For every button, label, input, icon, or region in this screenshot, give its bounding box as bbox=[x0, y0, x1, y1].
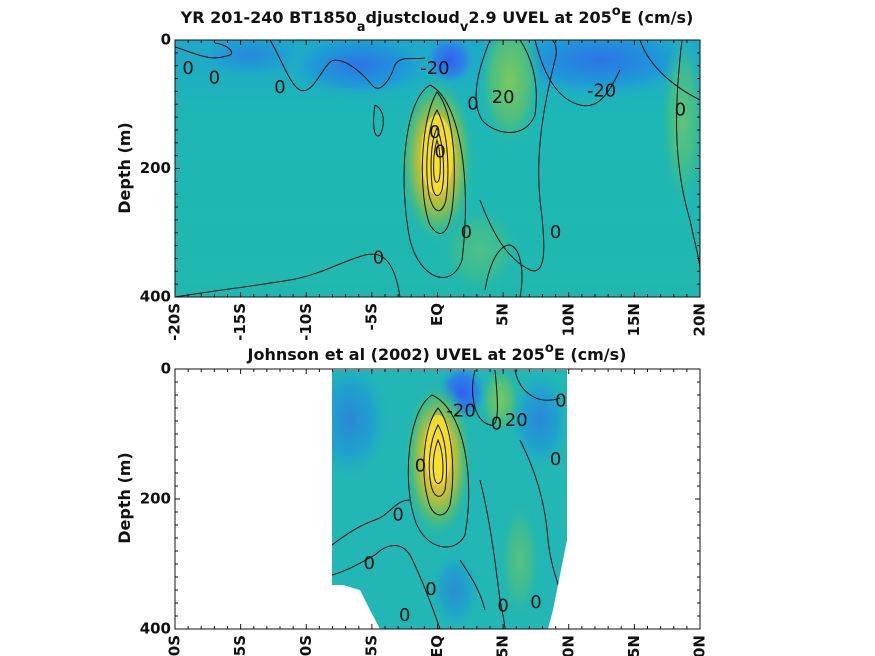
panel-2-x-axis: -20S -15S -10S -5S EQ 5N 10N 15N 20N bbox=[166, 369, 709, 656]
x-tick-label: 20N bbox=[691, 303, 709, 336]
contour-label: 20 bbox=[492, 87, 515, 108]
panel-1-ylabel: Depth (m) bbox=[115, 122, 134, 214]
contour-label: 0 bbox=[491, 413, 502, 434]
panel-2-title: Johnson et al (2002) UVEL at 205oE (cm/s… bbox=[247, 341, 627, 364]
contour-label: 0 bbox=[373, 247, 384, 268]
panel-1-title: YR 201-240 BT1850adjustcloudv2.9 UVEL at… bbox=[180, 4, 694, 35]
x-tick-label: -10S bbox=[297, 303, 315, 341]
x-tick-label: -15S bbox=[231, 635, 249, 656]
contour-label: 0 bbox=[274, 77, 285, 98]
y-tick-label: 200 bbox=[140, 490, 171, 508]
contour-label: 0 bbox=[461, 222, 472, 243]
x-tick-label: 5N bbox=[494, 635, 512, 656]
contour-label: 0 bbox=[467, 93, 478, 114]
x-tick-label: 20N bbox=[691, 635, 709, 656]
contour-label: 0 bbox=[675, 100, 686, 121]
y-tick-label: 400 bbox=[140, 620, 171, 638]
contour-label: 0 bbox=[415, 456, 426, 477]
x-tick-label: 5N bbox=[494, 303, 512, 326]
y-tick-label: 0 bbox=[161, 360, 171, 378]
contour-label: 20 bbox=[505, 410, 528, 431]
contour-label: 0 bbox=[209, 68, 220, 89]
contour-label: 0 bbox=[555, 391, 566, 412]
contour-label: -20 bbox=[587, 80, 616, 101]
x-tick-label: 15N bbox=[625, 303, 643, 336]
y-tick-label: 200 bbox=[140, 159, 171, 177]
x-tick-label: EQ bbox=[428, 635, 446, 656]
x-tick-label: -5S bbox=[362, 303, 380, 330]
contour-label: 0 bbox=[550, 449, 561, 470]
panel-2-observations: Johnson et al (2002) UVEL at 205oE (cm/s… bbox=[115, 341, 709, 656]
contour-label: 0 bbox=[364, 553, 375, 574]
contour-label: 0 bbox=[550, 222, 561, 243]
x-tick-label: 15N bbox=[625, 635, 643, 656]
y-tick-label: 0 bbox=[161, 31, 171, 49]
x-tick-label: 10N bbox=[559, 303, 577, 336]
x-tick-label: -5S bbox=[362, 635, 380, 656]
x-tick-label: -10S bbox=[297, 635, 315, 656]
contour-label: 0 bbox=[392, 504, 403, 525]
panel-2-ylabel: Depth (m) bbox=[115, 452, 134, 544]
x-tick-label: -20S bbox=[166, 303, 184, 341]
x-tick-label: EQ bbox=[428, 303, 446, 326]
x-tick-label: 10N bbox=[559, 635, 577, 656]
contour-label: 0 bbox=[425, 579, 436, 600]
contour-label: -20 bbox=[420, 58, 449, 79]
contour-label: 0 bbox=[434, 141, 445, 162]
contour-label: 0 bbox=[429, 122, 440, 143]
contour-label: 0 bbox=[182, 58, 193, 79]
contour-label: 0 bbox=[530, 592, 541, 613]
panel-1-contours bbox=[175, 40, 700, 297]
panel-1-x-axis: -20S -15S -10S -5S EQ 5N 10N 15N 20N bbox=[166, 40, 709, 341]
contour-label: -20 bbox=[446, 400, 475, 421]
x-tick-label: -15S bbox=[231, 303, 249, 341]
panel-1-model: YR 201-240 BT1850adjustcloudv2.9 UVEL at… bbox=[115, 4, 709, 341]
y-tick-label: 400 bbox=[140, 288, 171, 306]
panel-2-contours bbox=[332, 370, 561, 629]
contour-label: 0 bbox=[497, 595, 508, 616]
contour-label: 0 bbox=[399, 605, 410, 626]
x-tick-label: -20S bbox=[166, 635, 184, 656]
